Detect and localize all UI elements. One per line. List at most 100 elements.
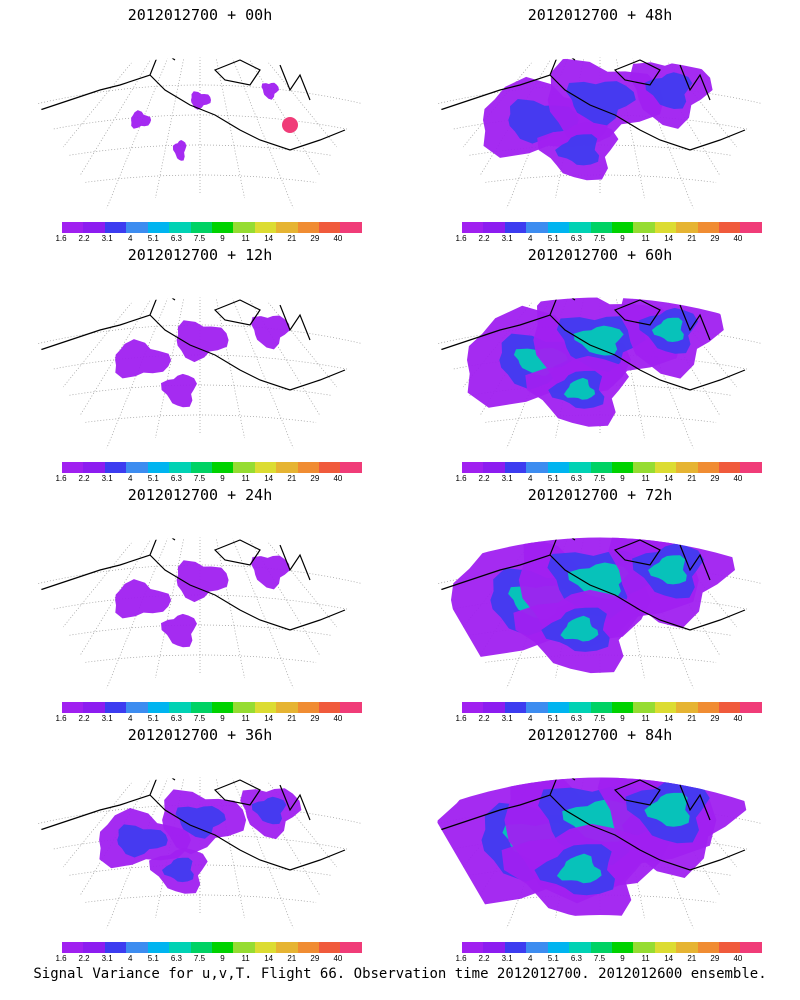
panel-title: 2012012700 + 48h [527, 6, 673, 24]
colorbar-swatch [83, 702, 105, 713]
colorbar-tick-label: 9 [220, 474, 225, 483]
colorbar-tick-label: 29 [310, 234, 320, 243]
panel-title: 2012012700 + 36h [127, 726, 273, 744]
colorbar-tick-label: 40 [333, 714, 343, 723]
colorbar-tick-label: 14 [664, 714, 674, 723]
colorbar-swatch [547, 702, 570, 713]
figure-caption: Signal Variance for u,v,T. Flight 66. Ob… [33, 966, 767, 982]
colorbar-swatch [126, 702, 148, 713]
colorbar-swatch [340, 942, 362, 953]
graticule-longitude [241, 537, 370, 690]
colorbar-tick-label: 2.2 [478, 954, 490, 963]
colorbar-swatch [740, 462, 762, 473]
graticule-latitude [30, 894, 370, 921]
colorbar-swatch [526, 222, 548, 233]
colorbar-swatch [547, 462, 570, 473]
colorbar-swatch [62, 702, 84, 713]
colorbar-tick-label: 5.1 [147, 714, 159, 723]
colorbar-swatch [654, 462, 677, 473]
colorbar-swatch [126, 942, 148, 953]
panel-title: 2012012700 + 12h [127, 246, 273, 264]
colorbar-swatch [169, 462, 191, 473]
colorbar-tick-label: 3.1 [101, 474, 113, 483]
coastline [39, 537, 346, 631]
colorbar-swatch [169, 222, 191, 233]
colorbar-tick-label: 11 [641, 234, 650, 243]
map-plot [430, 57, 770, 210]
colorbar-swatch [62, 222, 84, 233]
colorbar-tick-label: 11 [241, 474, 250, 483]
variance-contour [560, 615, 599, 642]
variance-contour [176, 320, 229, 363]
colorbar-tick-label: 29 [710, 954, 720, 963]
colorbar-swatch [676, 702, 698, 713]
map-plot [30, 57, 370, 211]
colorbar-tick-label: 29 [310, 714, 320, 723]
variance-contour [556, 853, 602, 884]
colorbar-swatch [62, 462, 84, 473]
graticule-latitude [30, 654, 370, 681]
colorbar-tick-label: 3.1 [501, 954, 513, 963]
colorbar-tick-label: 9 [220, 954, 225, 963]
colorbar-swatch [719, 462, 741, 473]
colorbar-swatch [297, 942, 320, 953]
colorbar-swatch [569, 222, 591, 233]
colorbar-tick-label: 14 [264, 234, 274, 243]
colorbar-swatch [719, 942, 741, 953]
colorbar-tick-label: 21 [687, 474, 697, 483]
colorbar-tick-label: 9 [620, 954, 625, 963]
colorbar-swatch [126, 222, 148, 233]
colorbar-tick-label: 5.1 [547, 714, 559, 723]
colorbar-swatch [276, 222, 298, 233]
colorbar-tick-label: 6.3 [170, 954, 182, 963]
colorbar-swatch [276, 702, 298, 713]
colorbar-tick-label: 2.2 [478, 474, 490, 483]
colorbar-swatch [62, 942, 84, 953]
variance-contour [115, 339, 172, 379]
colorbar-tick-label: 3.1 [501, 474, 513, 483]
coastline [39, 297, 346, 391]
colorbar-swatch [104, 702, 127, 713]
colorbar-swatch [590, 222, 612, 233]
colorbar-swatch [104, 942, 127, 953]
colorbar-swatch [340, 462, 362, 473]
graticule-longitude [210, 57, 250, 210]
colorbar-swatch [504, 462, 527, 473]
map-plot [30, 297, 370, 450]
colorbar-swatch [590, 942, 612, 953]
colorbar-tick-label: 11 [641, 714, 650, 723]
colorbar-tick-label: 9 [220, 714, 225, 723]
variance-contour [162, 857, 194, 883]
graticule-longitude [210, 537, 250, 690]
colorbar-tick-label: 40 [733, 714, 743, 723]
colorbar-swatch [190, 222, 212, 233]
map-boundary [30, 538, 370, 691]
graticule-longitude [231, 777, 348, 930]
colorbar-tick-label: 1.6 [55, 234, 67, 243]
colorbar-swatch [740, 222, 762, 233]
colorbar-ticks: 1.6 2.2 3.1 4 5.1 6.3 7.5 9 11 14 21 29 40 [453, 954, 753, 964]
graticule-longitude [150, 57, 190, 210]
graticule-longitude [241, 777, 370, 930]
colorbar-swatch [462, 942, 484, 953]
colorbar-tick-label: 1.6 [455, 474, 467, 483]
colorbar-ticks: 1.6 2.2 3.1 4 5.1 6.3 7.5 9 11 14 21 29 40 [53, 234, 353, 244]
graticule-longitude [220, 777, 299, 930]
colorbar-tick-label: 11 [241, 954, 250, 963]
map-boundary [30, 58, 370, 211]
colorbar-swatch [104, 222, 127, 233]
colorbar-tick-label: 14 [664, 954, 674, 963]
colorbar-swatch [190, 942, 212, 953]
variance-contour [175, 806, 226, 839]
map-domain [30, 297, 370, 450]
colorbar-swatch [297, 462, 320, 473]
colorbar-tick-label: 29 [710, 234, 720, 243]
graticule-latitude [430, 84, 770, 111]
colorbar-tick-label: 3.1 [501, 714, 513, 723]
colorbar-swatch [654, 222, 677, 233]
colorbar-swatch [719, 702, 741, 713]
graticule-longitude [220, 57, 299, 210]
coastline [439, 57, 746, 151]
map-domain [430, 537, 770, 690]
variance-contour [566, 81, 636, 126]
